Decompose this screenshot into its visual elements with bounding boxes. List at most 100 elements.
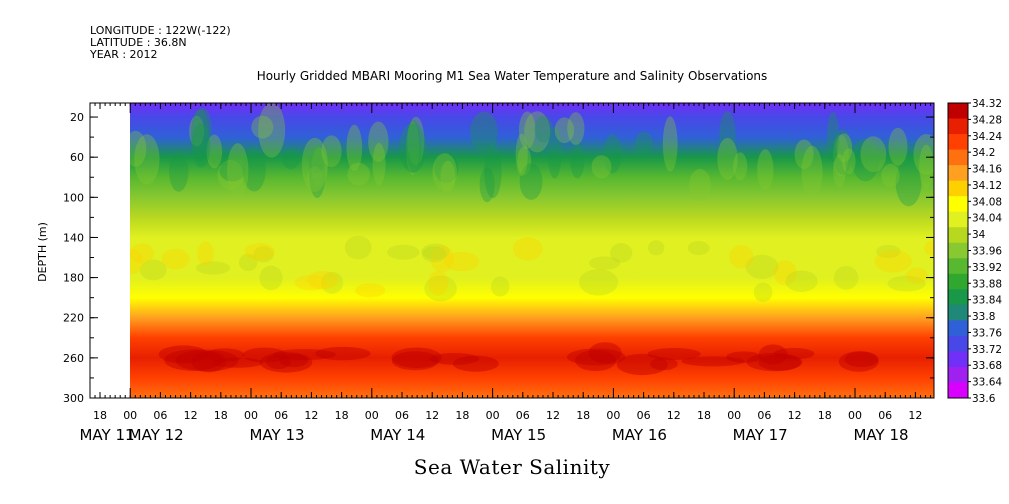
variability-patch <box>307 270 339 290</box>
colorbar-label: 34.16 <box>972 164 1002 176</box>
plot-frame <box>89 102 935 399</box>
variability-patch <box>258 103 286 158</box>
variability-patch <box>794 139 814 169</box>
variability-patch <box>158 345 209 364</box>
variability-patch <box>851 138 880 182</box>
variability-patch <box>490 276 510 297</box>
x-tick-label: 06 <box>757 409 771 422</box>
variability-patch <box>773 260 797 286</box>
variability-patch <box>242 347 288 363</box>
colorbar-label: 33.92 <box>972 262 1002 274</box>
variability-patch <box>443 251 480 272</box>
y-tick-label: 100 <box>63 191 84 204</box>
variability-patch <box>204 348 245 362</box>
colorbar-swatch <box>948 227 968 244</box>
variability-patch <box>603 133 622 174</box>
variability-patch <box>833 153 846 188</box>
variability-patch <box>424 275 457 302</box>
variability-patch <box>251 115 274 139</box>
variability-patch <box>195 261 231 275</box>
variability-patch <box>428 270 449 296</box>
variability-patch <box>308 147 326 173</box>
variability-patch <box>689 168 711 201</box>
variability-patch <box>347 162 370 186</box>
x-date-label: MAY 16 <box>612 426 667 444</box>
salinity-depth-gradient <box>130 103 934 398</box>
variability-patch <box>279 353 309 368</box>
variability-patch <box>169 151 189 192</box>
variability-patch <box>206 134 223 169</box>
y-tick-label: 140 <box>63 231 84 244</box>
variability-patch <box>421 243 450 260</box>
x-tick-label: 12 <box>425 409 439 422</box>
variability-patch <box>616 353 668 376</box>
variability-patch <box>391 347 442 368</box>
variability-patch <box>175 349 239 372</box>
variability-patch <box>406 119 421 173</box>
colorbar-label: 33.88 <box>972 278 1002 290</box>
variability-patch <box>719 111 736 159</box>
x-tick-label: 12 <box>546 409 560 422</box>
colorbar-label: 34.32 <box>972 98 1002 110</box>
x-tick-label: 18 <box>818 409 832 422</box>
variability-patch <box>773 347 815 360</box>
variability-patch <box>294 275 328 291</box>
variability-patch <box>717 137 738 180</box>
variability-patch <box>320 271 344 294</box>
variability-patch <box>519 163 543 200</box>
variability-patch <box>647 240 665 256</box>
colorbar-label: 33.64 <box>972 377 1002 389</box>
x-tick-label: 12 <box>788 409 802 422</box>
x-tick-label: 00 <box>365 409 379 422</box>
x-date-label: MAY 12 <box>129 426 184 444</box>
colorbar-swatch <box>948 118 968 135</box>
variability-patch <box>470 111 498 152</box>
variability-patch <box>647 348 701 360</box>
variability-patch <box>197 241 214 266</box>
variability-patch <box>753 282 773 303</box>
variability-patch <box>259 352 313 373</box>
variability-patch <box>554 117 575 144</box>
variability-patch <box>391 351 439 371</box>
variability-patch <box>434 153 459 184</box>
variability-patch <box>161 248 190 270</box>
colorbar-swatch <box>948 273 968 290</box>
colorbar-label: 34 <box>972 229 986 241</box>
variability-patch <box>130 130 147 167</box>
variability-patch <box>387 244 420 260</box>
x-tick-label: 12 <box>908 409 922 422</box>
variability-patch <box>635 131 653 155</box>
colorbar-swatch <box>948 180 968 197</box>
variability-patch <box>919 144 934 189</box>
variability-patch <box>399 123 427 173</box>
variability-patch <box>589 256 621 270</box>
x-tick-label: 00 <box>606 409 620 422</box>
colorbar-label: 33.96 <box>972 246 1002 258</box>
variability-patch <box>346 124 363 172</box>
variability-patch <box>134 134 160 185</box>
colorbar-swatch <box>948 382 968 399</box>
colorbar-label: 33.68 <box>972 360 1002 372</box>
colorbar-label: 33.76 <box>972 327 1002 339</box>
variability-patch <box>368 121 389 162</box>
variability-patch <box>895 159 922 207</box>
colorbar-swatch <box>948 196 968 213</box>
variability-patch <box>208 145 227 167</box>
variability-patch <box>547 126 562 179</box>
x-tick-label: 12 <box>184 409 198 422</box>
colorbar-label: 33.8 <box>972 311 995 323</box>
variability-patch <box>860 136 887 173</box>
year-label: YEAR : 2012 <box>90 48 158 61</box>
colorbar-swatch <box>948 165 968 182</box>
colorbar-swatch <box>948 289 968 306</box>
variability-patch <box>265 354 291 369</box>
colorbar-swatch <box>948 103 968 120</box>
variability-patch <box>881 163 900 187</box>
variability-patch <box>745 254 779 279</box>
variability-patch <box>888 127 908 166</box>
variability-patch <box>687 241 710 256</box>
variability-patch <box>729 245 754 269</box>
variability-patch <box>282 148 300 170</box>
x-tick-label: 06 <box>878 409 892 422</box>
variability-patch <box>227 143 249 199</box>
